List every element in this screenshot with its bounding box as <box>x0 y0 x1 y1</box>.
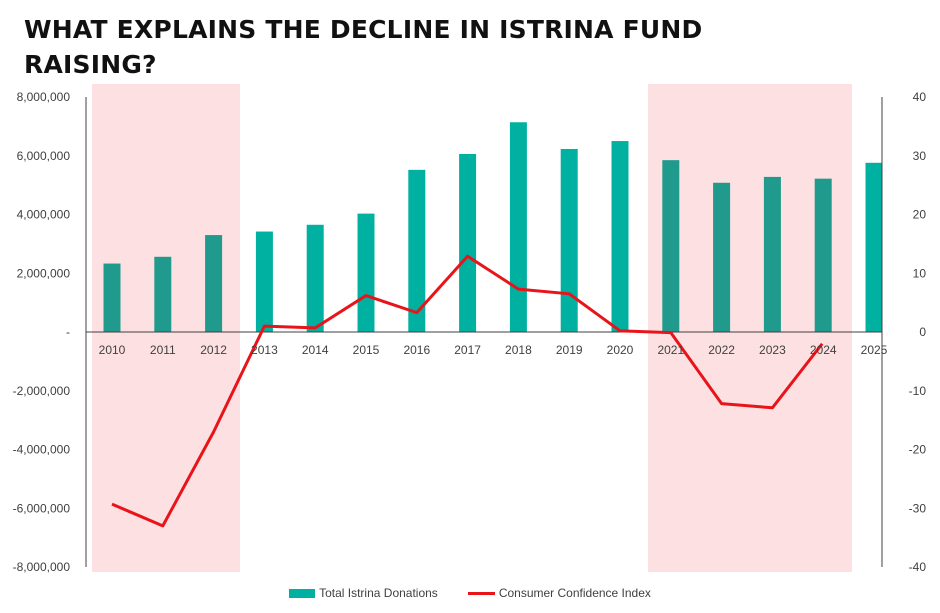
y-left-tick-label: 6,000,000 <box>17 149 71 163</box>
x-tick-label: 2012 <box>200 343 227 357</box>
legend-label-confidence: Consumer Confidence Index <box>498 586 651 600</box>
bar-series <box>103 122 883 332</box>
legend-item-confidence: Consumer Confidence Index <box>467 586 651 600</box>
legend-swatch-line <box>467 591 495 595</box>
x-tick-label: 2017 <box>454 343 481 357</box>
bar <box>763 176 781 332</box>
bar <box>357 213 375 332</box>
x-tick-label: 2025 <box>861 343 888 357</box>
x-tick-label: 2016 <box>403 343 430 357</box>
bar <box>306 224 324 332</box>
x-tick-label: 2013 <box>251 343 278 357</box>
y-right-tick-label: 0 <box>919 325 926 339</box>
bar <box>103 263 121 332</box>
y-left-tick-label: 8,000,000 <box>17 90 71 104</box>
bar <box>865 162 883 332</box>
confidence-index-line <box>111 254 824 528</box>
bar <box>459 153 477 332</box>
bar <box>662 160 680 332</box>
y-left-tick-label: 2,000,000 <box>17 266 71 280</box>
x-tick-label: 2019 <box>556 343 583 357</box>
line-series <box>111 254 824 528</box>
y-left-tick-label: 4,000,000 <box>17 208 71 222</box>
chart-title: WHAT EXPLAINS THE DECLINE IN ISTRINA FUN… <box>24 15 703 79</box>
y-left-tick-label: -8,000,000 <box>13 560 71 574</box>
bar <box>154 256 172 332</box>
y-left-tick-label: -4,000,000 <box>13 443 71 457</box>
y-right-tick-label: -20 <box>909 443 927 457</box>
x-tick-label: 2015 <box>353 343 380 357</box>
legend-item-donations: Total Istrina Donations <box>289 586 438 600</box>
x-tick-label: 2018 <box>505 343 532 357</box>
y-left-tick-label: -2,000,000 <box>13 384 71 398</box>
legend-swatch-bar <box>289 588 316 598</box>
axes: 8,000,000 6,000,000 4,000,000 2,000,000 - -2,… <box>13 90 927 574</box>
y-right-tick-label: 30 <box>913 149 927 163</box>
y-right-tick-label: -40 <box>909 560 927 574</box>
x-tick-label: 2010 <box>99 343 126 357</box>
bar <box>205 235 223 332</box>
legend: Total Istrina Donations Consumer Confide… <box>0 583 940 603</box>
bar <box>408 169 426 332</box>
bar <box>814 178 832 332</box>
bar <box>560 148 578 332</box>
y-left-tick-label: - <box>66 325 70 339</box>
x-tick-label: 2024 <box>810 343 837 357</box>
x-tick-labels: 2010 2011 2012 2013 2014 2015 2016 2017 2018 2019… <box>99 343 888 357</box>
bar <box>255 231 273 332</box>
x-tick-label: 2023 <box>759 343 786 357</box>
x-tick-label: 2022 <box>708 343 735 357</box>
y-left-tick-label: -6,000,000 <box>13 501 71 515</box>
bar <box>611 141 629 332</box>
bar <box>509 122 527 332</box>
y-right-tick-label: 20 <box>913 208 927 222</box>
y-right-tick-label: -10 <box>909 384 927 398</box>
legend-label-donations: Total Istrina Donations <box>319 586 438 600</box>
x-tick-label: 2021 <box>657 343 684 357</box>
x-tick-label: 2011 <box>150 343 176 357</box>
x-tick-label: 2014 <box>302 343 329 357</box>
y-right-tick-label: -30 <box>909 501 927 515</box>
bar <box>713 182 731 332</box>
y-right-tick-label: 40 <box>913 90 927 104</box>
y-right-tick-label: 10 <box>913 266 927 280</box>
x-tick-label: 2020 <box>607 343 634 357</box>
